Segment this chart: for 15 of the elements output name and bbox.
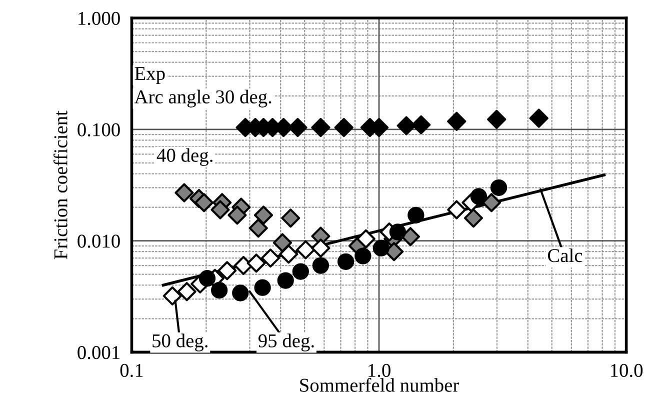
- y-tick-label: 1.000: [78, 12, 120, 26]
- x-tick-label: 1.0: [368, 364, 390, 378]
- y-axis-title: Friction coefficient: [54, 110, 68, 260]
- y-tick-label: 0.010: [78, 234, 120, 248]
- x-tick-label: 0.1: [120, 364, 143, 378]
- y-tick-label: 0.001: [78, 346, 120, 360]
- annotation: 40 deg.: [156, 148, 212, 166]
- annotation: 95 deg.: [258, 334, 314, 352]
- x-tick-label: 10.0: [610, 364, 643, 378]
- x-axis-title: Sommerfeld number: [300, 378, 460, 392]
- annotation: Exp: [134, 67, 165, 84]
- annotation: Calc: [548, 248, 582, 262]
- annotation: Arc angle 30 deg.: [134, 90, 272, 108]
- annotation: 50 deg.: [152, 334, 208, 352]
- y-tick-label: 0.100: [78, 123, 120, 136]
